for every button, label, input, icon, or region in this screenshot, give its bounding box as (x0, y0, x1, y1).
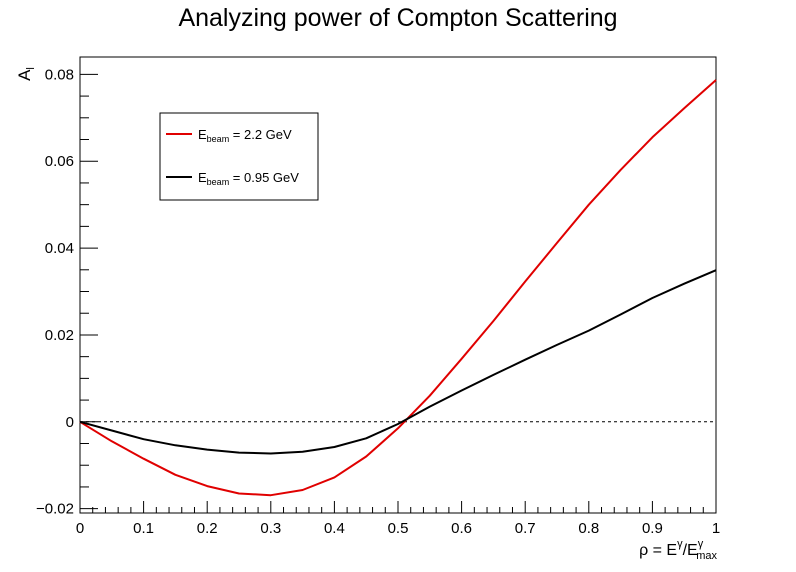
legend-box (159, 112, 319, 201)
x-tick-label: 0.9 (642, 520, 663, 537)
y-tick-label: 0.02 (45, 327, 74, 344)
legend: Ebeam = 2.2 GeV Ebeam = 0.95 GeV (159, 112, 319, 201)
x-tick-label: 0.6 (451, 520, 472, 537)
data-series (79, 79, 717, 497)
x-tick-label: 0.3 (260, 520, 281, 537)
series-line-0.95gev (79, 269, 717, 455)
x-tick-label: 0.2 (197, 520, 218, 537)
y-tick-label: 0.06 (45, 153, 74, 170)
y-axis-label: Al (15, 67, 37, 81)
x-tick-label: 1 (712, 520, 720, 537)
x-tick-label: 0.1 (133, 520, 154, 537)
axis-ticks: 0 0.1 0.2 0.3 0.4 0.5 0.6 0.7 0.8 0.9 1−0.0200.020… (36, 66, 720, 537)
y-tick-label: 0.08 (45, 66, 74, 83)
x-tick-label: 0.8 (578, 520, 599, 537)
y-tick-label: 0 (66, 414, 74, 431)
chart-title: Analyzing power of Compton Scattering (178, 4, 618, 32)
x-tick-label: 0.4 (324, 520, 345, 537)
legend-label-0.95gev: Ebeam = 0.95 GeV (198, 170, 299, 187)
y-tick-label: 0.04 (45, 240, 74, 257)
legend-label-2.2gev: Ebeam = 2.2 GeV (198, 127, 292, 144)
x-tick-label: 0.7 (515, 520, 536, 537)
series-line-2.2gev (79, 79, 717, 497)
y-tick-label: −0.02 (36, 501, 74, 518)
x-tick-label: 0.5 (388, 520, 409, 537)
x-tick-label: 0 (76, 520, 84, 537)
x-axis-label: ρ = Eγ/Eγ max (639, 538, 717, 562)
